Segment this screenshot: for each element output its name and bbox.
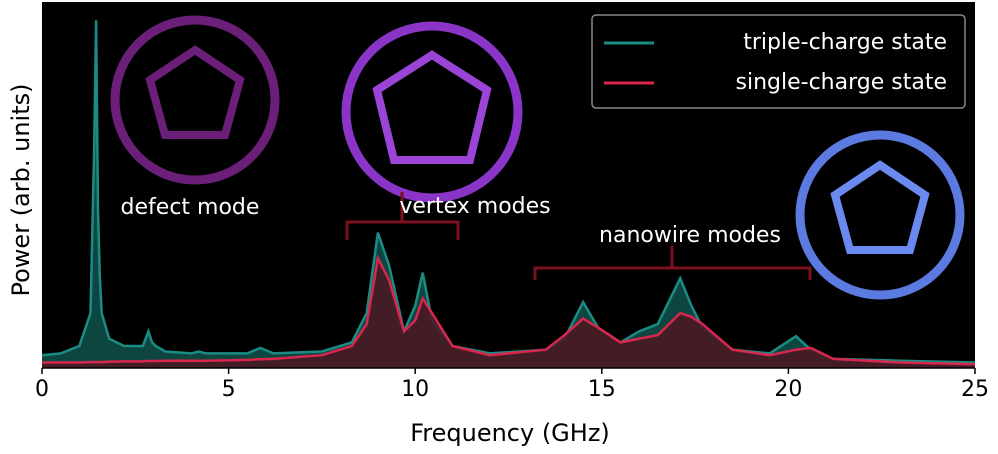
fullerenes (110, 15, 965, 300)
series-line (42, 254, 976, 366)
series-line (41, 20, 976, 364)
fullerene (145, 45, 245, 139)
x-tick-label: 25 (961, 377, 989, 402)
brackets (345, 192, 812, 280)
annotation: defect mode (121, 195, 260, 220)
annotation: nanowire modes (599, 223, 781, 248)
x-tick-label: 0 (35, 377, 49, 402)
bracket (533, 246, 812, 280)
x-tick-label: 5 (222, 377, 236, 402)
fullerene (110, 15, 280, 185)
fullerene (341, 21, 523, 203)
legend-label: triple-charge state (743, 30, 947, 55)
fullerene (830, 160, 930, 254)
x-tick-label: 20 (774, 377, 802, 402)
x-tick-label: 10 (401, 377, 429, 402)
x-axis-label: Frequency (GHz) (410, 419, 610, 447)
legend-box (591, 14, 966, 109)
legend-label: single-charge state (736, 70, 947, 95)
fullerene (795, 130, 965, 300)
y-axis-label: Power (arb. units) (7, 84, 35, 297)
fullerene (372, 50, 492, 164)
annotation: vertex modes (399, 194, 550, 219)
bracket (345, 192, 460, 240)
x-tick-label: 15 (588, 377, 616, 402)
